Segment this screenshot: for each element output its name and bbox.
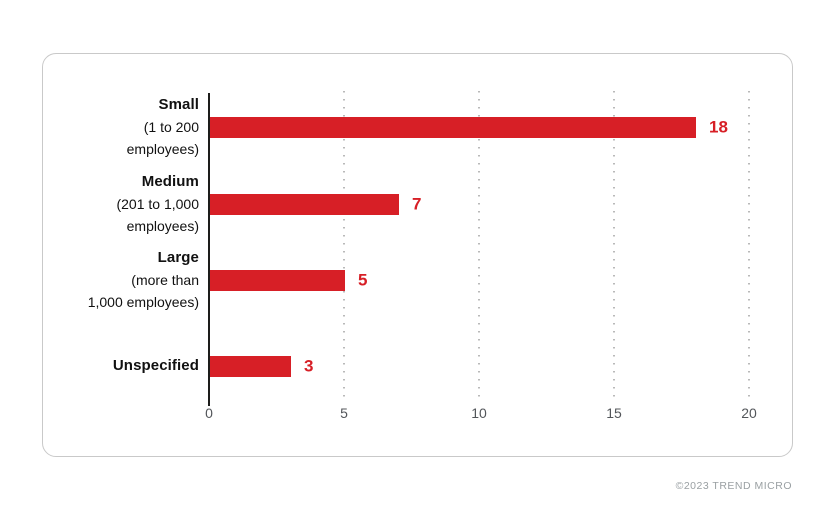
category-label-block: Small (1 to 200 employees) (43, 94, 199, 160)
y-axis-line (208, 93, 210, 406)
value-label: 18 (709, 117, 728, 137)
bar-chart: Small (1 to 200 employees) 18 Medium (201 to … (43, 54, 792, 456)
value-label: 5 (358, 270, 368, 290)
category-sublabel: (201 to 1,000 (116, 196, 199, 212)
category-label: Medium (141, 173, 199, 190)
category-label: Large (157, 249, 199, 266)
bar (210, 116, 696, 138)
category-sublabel: employees) (126, 218, 199, 234)
category-label-block: Unspecified (43, 355, 199, 377)
bar (210, 193, 399, 215)
category-label: Unspecified (112, 357, 199, 374)
category-sublabel: (more than (131, 272, 199, 288)
gridline (613, 91, 615, 403)
gridline (748, 91, 750, 403)
x-tick-label: 15 (606, 405, 622, 421)
gridline (478, 91, 480, 403)
copyright-text: ©2023 TREND MICRO (675, 480, 792, 492)
value-label: 3 (304, 356, 314, 376)
x-tick-label: 10 (471, 405, 487, 421)
gridline (343, 91, 345, 403)
category-label: Small (158, 96, 199, 113)
x-tick-label: 0 (205, 405, 213, 421)
category-label-block: Medium (201 to 1,000 employees) (43, 171, 199, 237)
bar (210, 269, 345, 291)
category-sublabel: employees) (126, 141, 199, 157)
bar (210, 355, 291, 377)
category-sublabel: 1,000 employees) (87, 294, 199, 310)
x-tick-label: 5 (340, 405, 348, 421)
category-label-block: Large (more than 1,000 employees) (43, 247, 199, 313)
category-sublabel: (1 to 200 (143, 119, 199, 135)
x-tick-label: 20 (741, 405, 757, 421)
value-label: 7 (412, 194, 422, 214)
chart-card: Small (1 to 200 employees) 18 Medium (201 to … (42, 53, 793, 457)
